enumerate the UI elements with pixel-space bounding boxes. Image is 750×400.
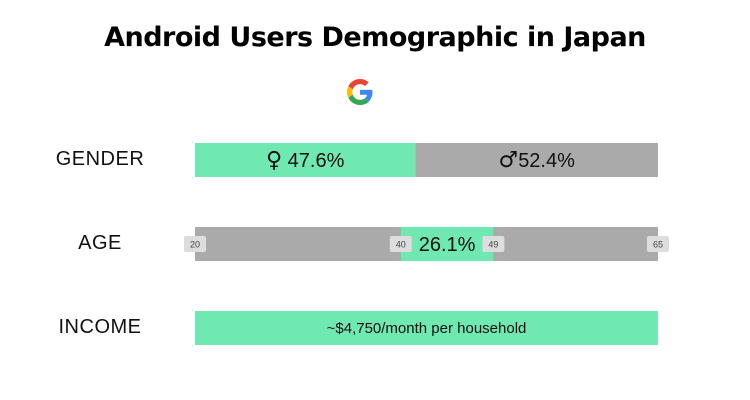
gender-percent-text: 52.4% — [518, 150, 575, 172]
age-tick-label: 65 — [653, 240, 663, 250]
female-symbol-icon: ♀ — [266, 148, 282, 173]
gender-segment-female — [195, 143, 416, 177]
age-tick-label: 49 — [488, 240, 498, 250]
age-tick-badge — [389, 236, 412, 252]
age-tick-badge — [647, 236, 669, 252]
gender-row-label: GENDER — [55, 148, 145, 170]
age-tick-badge — [184, 236, 206, 252]
income-row-label: INCOME — [58, 316, 142, 338]
male-symbol-icon: ♂ — [498, 148, 518, 173]
gender-segment-male — [415, 143, 658, 177]
gender-value-female: ♀ 47.6% — [266, 148, 345, 173]
income-value: ~$4,750/month per household — [327, 320, 527, 337]
google-g-logo-icon — [347, 79, 373, 105]
age-tick-label: 20 — [190, 240, 200, 250]
chart-title: Android Users Demographic in Japan — [104, 22, 646, 53]
age-tick-badge — [482, 236, 505, 252]
income-bar — [195, 311, 658, 345]
age-highlight-value: 26.1% — [419, 234, 476, 256]
gender-percent-text: 47.6% — [282, 150, 344, 172]
gender-value-male: ♂52.4% — [498, 148, 575, 173]
age-tick-label: 40 — [396, 240, 406, 250]
age-highlight-segment — [400, 227, 494, 261]
age-row-label: AGE — [78, 232, 122, 254]
